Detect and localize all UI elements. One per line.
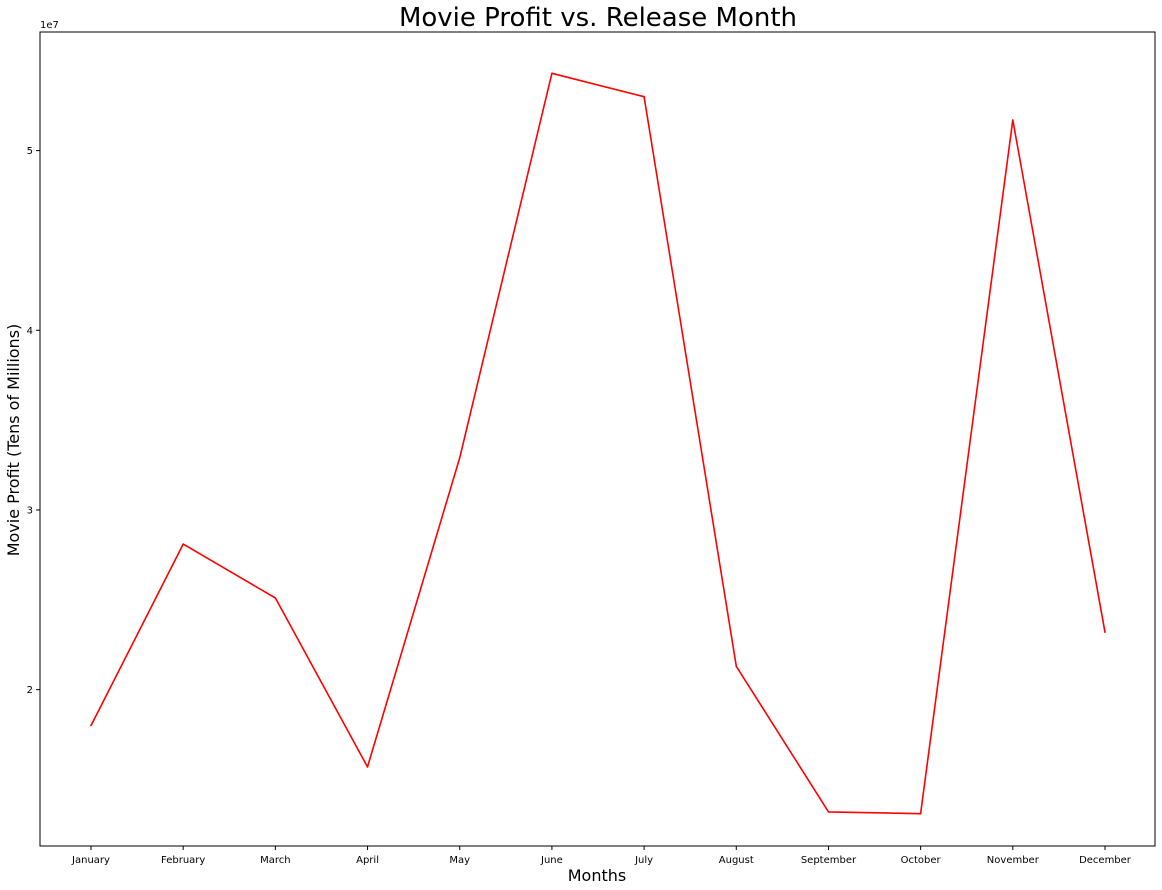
y-tick-label: 3 <box>27 505 33 516</box>
data-point <box>643 95 645 98</box>
data-point <box>827 811 830 813</box>
x-tick-label: May <box>449 855 470 866</box>
data-point <box>90 724 92 727</box>
chart-title: Movie Profit vs. Release Month <box>399 3 797 33</box>
x-tick-label: November <box>987 855 1040 866</box>
series-group <box>90 72 1106 815</box>
series-line <box>90 72 1106 815</box>
x-tick-label: January <box>71 855 110 866</box>
data-point <box>919 812 922 815</box>
x-tick-label: March <box>260 855 290 866</box>
y-tick-label: 4 <box>27 326 33 337</box>
y-tick-label: 5 <box>27 146 33 157</box>
x-tick-label: August <box>719 855 754 866</box>
data-point <box>274 597 277 599</box>
x-axis: January February March April May June July Augu… <box>71 846 1132 866</box>
y-axis: 2 3 4 5 <box>27 146 40 696</box>
y-tick-label: 2 <box>27 685 33 696</box>
data-point <box>1012 119 1014 121</box>
plot-area <box>39 31 1156 847</box>
x-tick-label: February <box>161 855 205 866</box>
data-point <box>1104 631 1106 633</box>
x-axis-label: Months <box>568 866 626 885</box>
x-tick-label: December <box>1079 855 1132 866</box>
x-tick-label: April <box>356 855 379 866</box>
data-point <box>551 72 553 75</box>
data-point <box>366 766 369 768</box>
y-axis-label: Movie Profit (Tens of Millions) <box>4 324 23 557</box>
data-point <box>735 665 738 668</box>
data-point <box>182 543 184 545</box>
x-tick-label: October <box>901 855 942 866</box>
x-tick-label: September <box>801 855 857 866</box>
x-tick-label: June <box>540 855 563 866</box>
data-point <box>458 457 461 459</box>
x-tick-label: July <box>634 855 653 866</box>
y-offset-label: 1e7 <box>40 20 59 31</box>
